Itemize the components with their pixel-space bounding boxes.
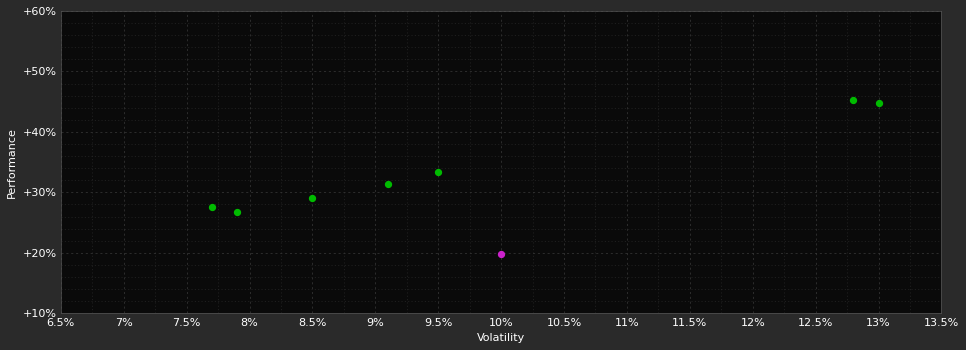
Point <box>204 205 219 210</box>
X-axis label: Volatility: Volatility <box>477 333 526 343</box>
Point <box>381 181 396 187</box>
Point <box>870 101 886 106</box>
Point <box>304 195 320 201</box>
Point <box>494 251 509 257</box>
Point <box>229 209 244 215</box>
Point <box>845 98 861 103</box>
Point <box>431 170 446 175</box>
Y-axis label: Performance: Performance <box>7 127 17 198</box>
